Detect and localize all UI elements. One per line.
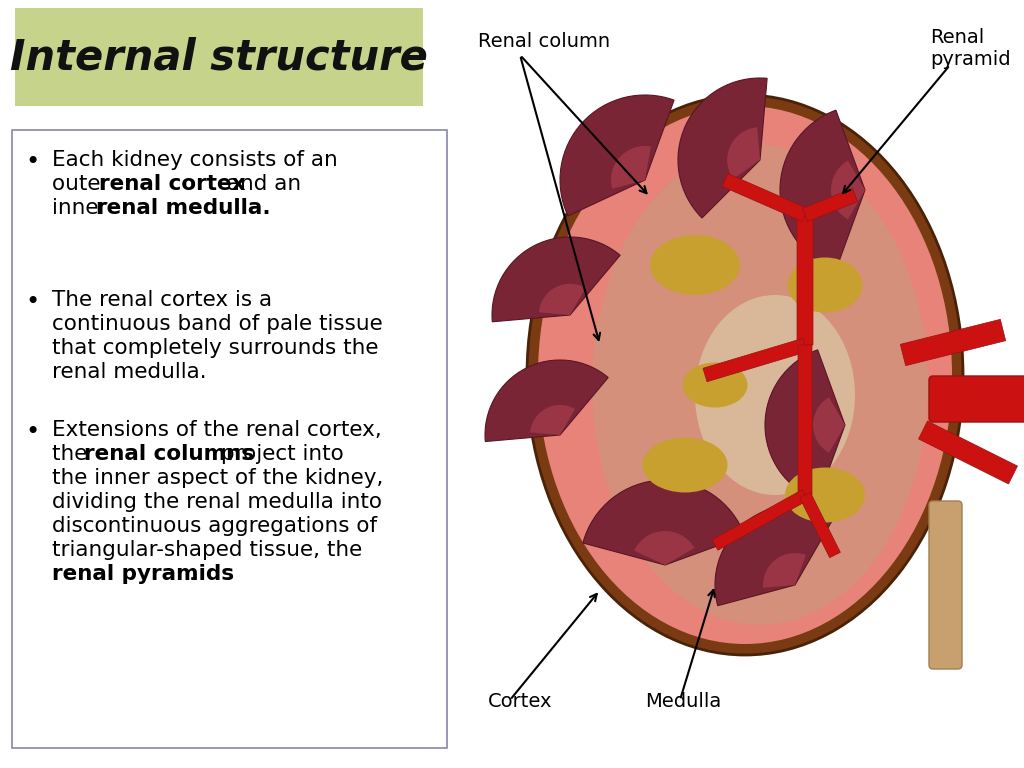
Text: continuous band of pale tissue: continuous band of pale tissue: [52, 314, 383, 334]
Text: Renal column: Renal column: [478, 32, 610, 51]
FancyBboxPatch shape: [15, 8, 423, 106]
Ellipse shape: [538, 106, 952, 644]
FancyBboxPatch shape: [798, 345, 812, 495]
Wedge shape: [727, 127, 760, 179]
Text: that completely surrounds the: that completely surrounds the: [52, 338, 379, 358]
Text: The renal cortex is a: The renal cortex is a: [52, 290, 272, 310]
FancyBboxPatch shape: [797, 215, 813, 345]
FancyBboxPatch shape: [929, 501, 962, 669]
Text: •: •: [25, 290, 39, 314]
Ellipse shape: [787, 257, 862, 313]
FancyBboxPatch shape: [900, 319, 1006, 366]
FancyBboxPatch shape: [929, 376, 1024, 422]
Wedge shape: [539, 284, 586, 315]
Text: •: •: [25, 150, 39, 174]
Wedge shape: [763, 553, 806, 588]
FancyBboxPatch shape: [712, 490, 808, 550]
Ellipse shape: [683, 362, 748, 408]
Text: renal medulla.: renal medulla.: [96, 198, 270, 218]
Text: the: the: [52, 444, 94, 464]
Text: discontinuous aggregations of: discontinuous aggregations of: [52, 516, 377, 536]
Wedge shape: [780, 110, 865, 270]
Text: Extensions of the renal cortex,: Extensions of the renal cortex,: [52, 420, 382, 440]
Text: the inner aspect of the kidney,: the inner aspect of the kidney,: [52, 468, 383, 488]
Text: and an: and an: [220, 174, 301, 194]
Ellipse shape: [695, 295, 855, 495]
Text: outer: outer: [52, 174, 117, 194]
Text: renal medulla.: renal medulla.: [52, 362, 207, 382]
Text: dividing the renal medulla into: dividing the renal medulla into: [52, 492, 382, 512]
FancyBboxPatch shape: [919, 421, 1018, 484]
Text: renal columns: renal columns: [84, 444, 254, 464]
Wedge shape: [715, 505, 835, 606]
Text: Each kidney consists of an: Each kidney consists of an: [52, 150, 338, 170]
Text: triangular-shaped tissue, the: triangular-shaped tissue, the: [52, 540, 362, 560]
Text: Cortex: Cortex: [488, 692, 553, 711]
Wedge shape: [678, 78, 767, 218]
Ellipse shape: [642, 438, 727, 492]
Wedge shape: [560, 95, 674, 216]
Text: renal pyramids: renal pyramids: [52, 564, 234, 584]
FancyBboxPatch shape: [803, 188, 857, 221]
Text: •: •: [25, 420, 39, 444]
Text: inner: inner: [52, 198, 115, 218]
Wedge shape: [765, 350, 845, 500]
Ellipse shape: [527, 95, 963, 655]
Text: Medulla: Medulla: [645, 692, 721, 711]
FancyBboxPatch shape: [722, 174, 808, 221]
Ellipse shape: [650, 235, 740, 295]
Wedge shape: [831, 161, 865, 220]
FancyBboxPatch shape: [12, 130, 447, 748]
Text: renal cortex: renal cortex: [99, 174, 246, 194]
Text: .: .: [189, 564, 196, 584]
Wedge shape: [583, 480, 744, 565]
Wedge shape: [485, 360, 608, 442]
Ellipse shape: [785, 468, 865, 522]
FancyBboxPatch shape: [800, 492, 841, 558]
Wedge shape: [492, 237, 621, 322]
Text: Renal
pyramid: Renal pyramid: [930, 28, 1011, 69]
Wedge shape: [634, 531, 694, 565]
Text: project into: project into: [214, 444, 344, 464]
Wedge shape: [530, 405, 575, 435]
FancyBboxPatch shape: [703, 338, 807, 382]
Text: Internal structure: Internal structure: [10, 36, 428, 78]
Wedge shape: [813, 397, 845, 452]
Wedge shape: [611, 146, 651, 189]
Ellipse shape: [592, 145, 928, 625]
